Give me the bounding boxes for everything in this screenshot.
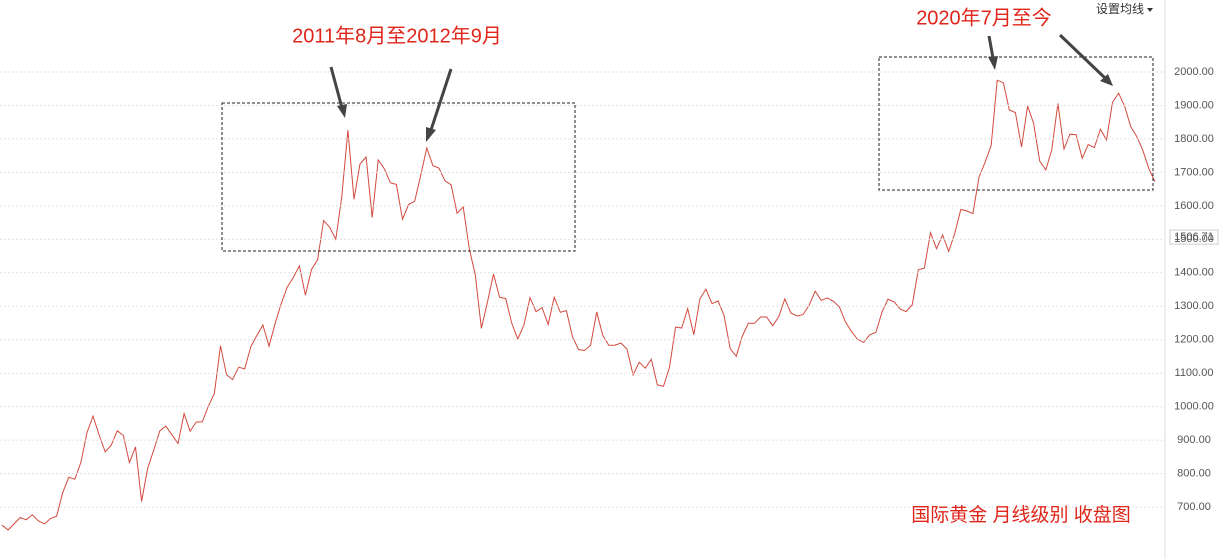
annotation: 2011年8月至2012年9月	[292, 24, 502, 47]
y-tick-label: 2000.00	[1174, 66, 1214, 78]
y-tick-label: 1600.00	[1174, 200, 1214, 212]
price-line	[1, 79, 1156, 531]
y-tick-label: 1300.00	[1174, 300, 1214, 312]
y-tick-label: 700.00	[1177, 501, 1211, 513]
dropdown-caret	[1147, 8, 1153, 12]
highlight-box	[878, 56, 1154, 191]
arrows	[329, 33, 1113, 142]
highlight-box	[221, 102, 576, 252]
y-tick-label: 1800.00	[1174, 133, 1214, 145]
y-tick-label: 1100.00	[1175, 367, 1214, 379]
y-tick-label: 900.00	[1177, 434, 1211, 446]
annotation: 2020年7月至今	[916, 6, 1052, 29]
y-tick-label: 1000.00	[1174, 401, 1214, 413]
price-label: 1506.71	[1174, 231, 1214, 243]
button-label[interactable]: 设置均线	[1096, 2, 1144, 16]
y-tick-label: 1200.00	[1174, 334, 1214, 346]
annotation: 国际黄金 月线级别 收盘图	[911, 504, 1131, 526]
price-label-box	[1169, 229, 1219, 245]
y-tick-label: 1700.00	[1174, 166, 1214, 178]
y-tick-label: 1500.00	[1174, 233, 1214, 245]
y-tick-label: 1400.00	[1174, 267, 1214, 279]
ma-button[interactable]: 设置均线	[1096, 2, 1153, 16]
y-tick-label: 1900.00	[1174, 99, 1214, 111]
y-tick-label: 800.00	[1177, 468, 1211, 480]
